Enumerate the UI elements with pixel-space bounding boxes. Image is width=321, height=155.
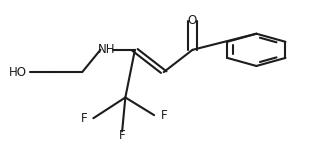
Text: F: F — [119, 129, 126, 142]
Text: O: O — [188, 14, 197, 27]
Text: NH: NH — [97, 43, 115, 56]
Text: F: F — [81, 112, 87, 125]
Text: F: F — [160, 109, 167, 122]
Text: HO: HO — [9, 66, 27, 79]
